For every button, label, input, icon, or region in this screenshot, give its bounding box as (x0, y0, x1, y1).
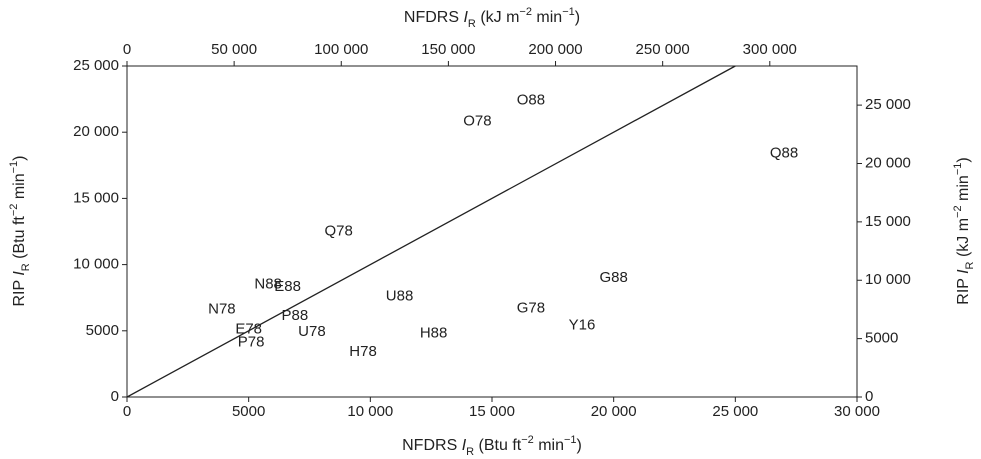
y2-tick-label: 0 (865, 388, 873, 405)
y2-tick-label: 15 000 (865, 213, 911, 230)
x-tick-label: 10 000 (347, 403, 393, 420)
y-tick-label: 25 000 (73, 57, 119, 74)
plot-frame (126, 65, 858, 398)
y-axis-label: RIP IR (Btu ft−2 min−1) (8, 155, 32, 306)
x2-tick-label: 250 000 (636, 41, 690, 58)
y-tick-label: 5000 (86, 322, 119, 339)
point-label: O88 (517, 91, 545, 108)
point-label: Y16 (569, 316, 596, 333)
y2-tick-label: 10 000 (865, 271, 911, 288)
x2-axis-label: NFDRS IR (kJ m−2 min−1) (404, 6, 580, 30)
x2-tick-label: 150 000 (421, 41, 475, 58)
point-label: Q78 (325, 222, 353, 239)
x-axis-label: NFDRS IR (Btu ft−2 min−1) (402, 434, 582, 458)
x2-tick-label: 50 000 (211, 41, 257, 58)
x-tick-label: 5000 (232, 403, 265, 420)
point-label: N88 (254, 275, 282, 292)
x-tick-label: 20 000 (591, 403, 637, 420)
x2-tick-label: 200 000 (528, 41, 582, 58)
reference-line (126, 65, 736, 398)
point-label: U78 (298, 323, 326, 340)
y2-axis-label: RIP IR (kJ m−2 min−1) (952, 157, 976, 304)
point-label: O78 (463, 113, 491, 130)
x-tick-label: 0 (123, 403, 131, 420)
y-tick-label: 0 (111, 388, 119, 405)
point-label: Q88 (770, 144, 798, 161)
x2-tick-label: 300 000 (743, 41, 797, 58)
y2-tick-label: 5000 (865, 330, 898, 347)
y-tick-label: 20 000 (73, 123, 119, 140)
point-label: H78 (349, 343, 377, 360)
y2-tick-label: 25 000 (865, 96, 911, 113)
x2-tick-label: 0 (123, 41, 131, 58)
point-label: G78 (517, 299, 545, 316)
point-label: U88 (386, 287, 414, 304)
y-tick-label: 10 000 (73, 256, 119, 273)
y-tick-label: 15 000 (73, 189, 119, 206)
point-label: E88 (274, 278, 301, 295)
x-tick-label: 25 000 (712, 403, 758, 420)
point-label: G88 (599, 269, 627, 286)
x2-tick-label: 100 000 (314, 41, 368, 58)
point-label: H88 (420, 324, 448, 341)
point-label: P78 (238, 334, 265, 351)
point-label: E78 (235, 320, 262, 337)
x-tick-label: 30 000 (834, 403, 880, 420)
point-label: P88 (282, 307, 309, 324)
x-tick-label: 15 000 (469, 403, 515, 420)
y2-tick-label: 20 000 (865, 154, 911, 171)
point-label: N78 (208, 301, 236, 318)
